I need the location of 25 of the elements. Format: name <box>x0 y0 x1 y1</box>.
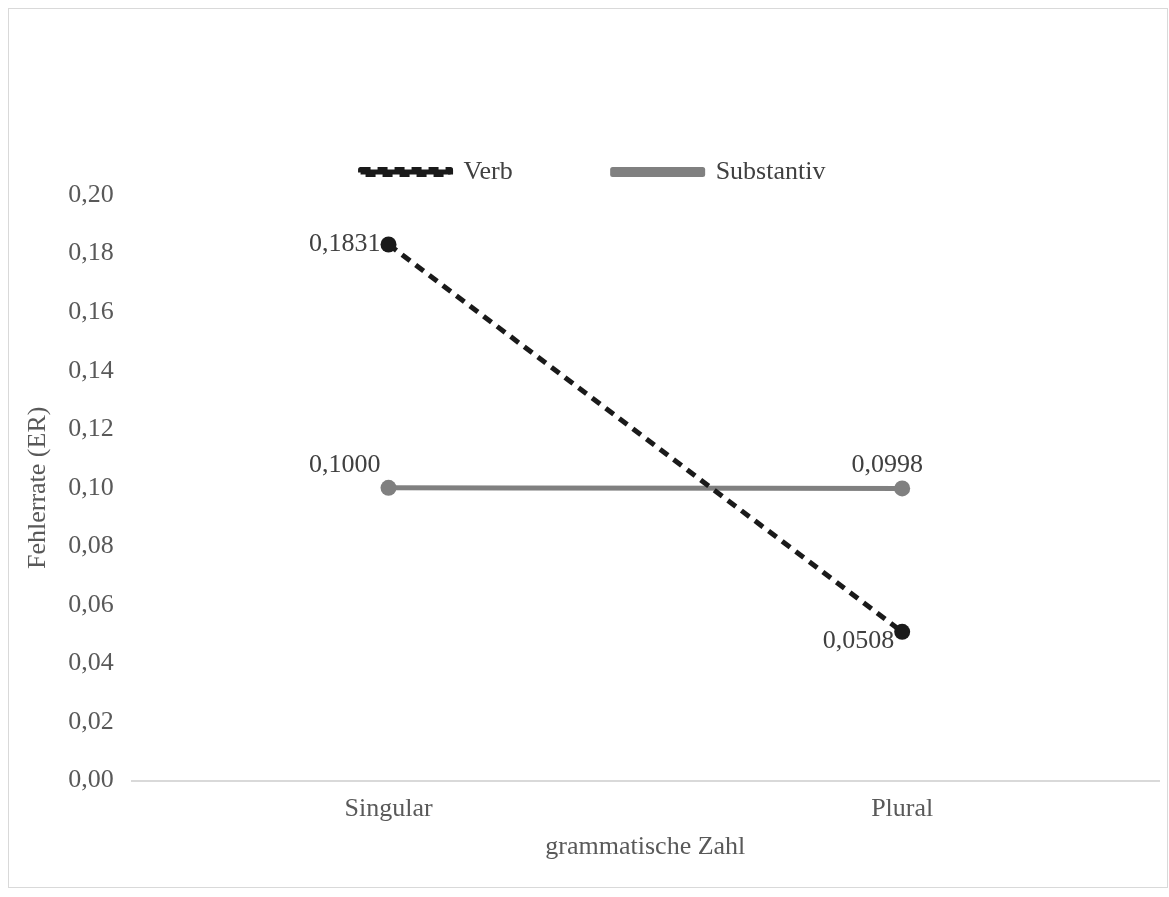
y-tick-label: 0,04 <box>68 647 114 677</box>
x-tick-label: Singular <box>344 793 433 823</box>
y-tick-label: 0,00 <box>68 764 114 794</box>
y-tick-label: 0,02 <box>68 705 114 735</box>
y-tick-label: 0,10 <box>68 471 114 501</box>
y-tick-label: 0,20 <box>68 178 114 208</box>
y-tick-label: 0,06 <box>68 588 114 618</box>
point <box>380 236 397 253</box>
y-tick-label: 0,16 <box>68 295 114 325</box>
point <box>380 479 397 496</box>
y-tick-label: 0,14 <box>68 354 114 384</box>
point <box>894 623 911 640</box>
data-label: 0,1831 <box>309 228 381 258</box>
y-tick-label: 0,18 <box>68 237 114 267</box>
x-axis-title: grammatische Zahl <box>545 831 746 861</box>
point <box>894 480 911 497</box>
data-label: 0,0998 <box>851 449 923 479</box>
y-axis-title: Fehlerrate (ER) <box>22 406 52 570</box>
data-label: 0,1000 <box>309 448 381 478</box>
y-tick-label: 0,08 <box>68 530 114 560</box>
data-label: 0,0508 <box>822 624 895 654</box>
y-tick-label: 0,12 <box>68 413 114 443</box>
x-tick-label: Plural <box>871 793 934 823</box>
legend-label: Substantiv <box>715 155 826 185</box>
legend-label: Verb <box>463 155 513 185</box>
